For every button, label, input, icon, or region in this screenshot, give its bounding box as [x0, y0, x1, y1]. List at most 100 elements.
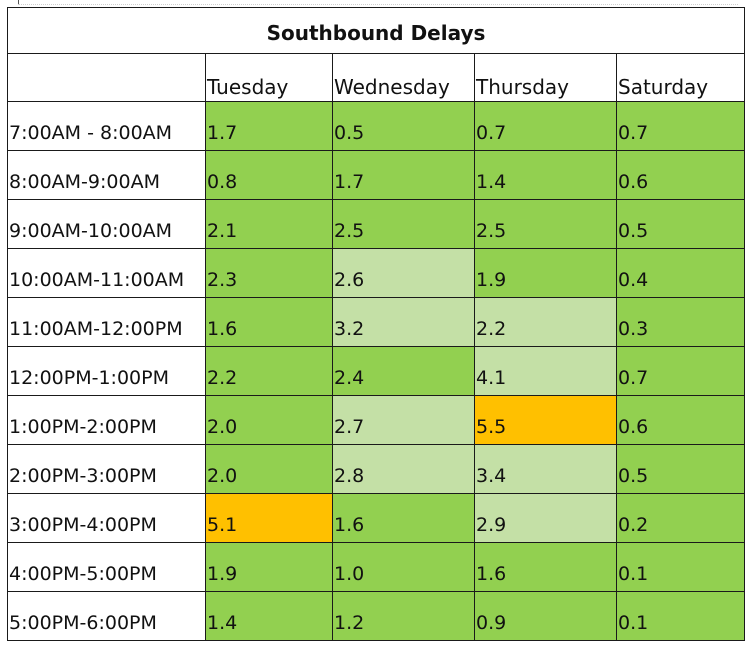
- column-header-tuesday: Tuesday: [205, 53, 333, 102]
- delay-cell: 0.1: [616, 591, 745, 641]
- delay-value: 0.9: [476, 612, 507, 634]
- delay-value: 0.1: [618, 563, 649, 585]
- delay-value: 1.4: [207, 612, 238, 634]
- delay-value: 2.5: [476, 220, 507, 242]
- delay-cell: 0.7: [474, 101, 617, 151]
- delay-value: 1.9: [476, 269, 507, 291]
- delay-cell: 2.0: [205, 395, 333, 445]
- delay-value: 2.7: [334, 416, 365, 438]
- delay-cell: 1.2: [332, 591, 475, 641]
- delay-cell: 4.1: [474, 346, 617, 396]
- time-slot-label: 12:00PM-1:00PM: [9, 367, 169, 389]
- delay-cell: 0.9: [474, 591, 617, 641]
- delay-value: 1.6: [476, 563, 507, 585]
- delay-value: 0.7: [476, 122, 507, 144]
- delay-cell: 0.8: [205, 150, 333, 200]
- delay-cell: 2.0: [205, 444, 333, 494]
- time-slot-label: 2:00PM-3:00PM: [9, 465, 157, 487]
- delay-value: 0.7: [618, 367, 649, 389]
- delay-cell: 2.8: [332, 444, 475, 494]
- time-slot-cell: 3:00PM-4:00PM: [7, 493, 206, 543]
- column-header-wednesday: Wednesday: [332, 53, 475, 102]
- delay-value: 0.5: [618, 465, 649, 487]
- delay-value: 3.4: [476, 465, 507, 487]
- delay-cell: 1.9: [474, 248, 617, 298]
- delay-cell: 2.2: [205, 346, 333, 396]
- column-header-saturday: Saturday: [616, 53, 745, 102]
- delay-value: 2.0: [207, 416, 238, 438]
- delay-cell: 2.4: [332, 346, 475, 396]
- southbound-delays-table: Southbound Delays Tuesday Wednesday Thur…: [7, 7, 745, 641]
- delay-cell: 2.1: [205, 199, 333, 249]
- time-slot-label: 8:00AM-9:00AM: [9, 171, 160, 193]
- time-slot-label: 7:00AM - 8:00AM: [9, 122, 173, 144]
- delay-value: 1.4: [476, 171, 507, 193]
- table-row: 7:00AM - 8:00AM 1.7 0.5 0.7 0.7: [7, 101, 745, 151]
- page-corner-mark: [18, 0, 19, 4]
- delay-value: 3.2: [334, 318, 365, 340]
- table-row: 5:00PM-6:00PM 1.4 1.2 0.9 0.1: [7, 591, 745, 641]
- delay-cell: 1.4: [474, 150, 617, 200]
- delay-cell: 1.6: [474, 542, 617, 592]
- column-header-label: Tuesday: [207, 75, 289, 99]
- delay-value: 1.9: [207, 563, 238, 585]
- delay-cell: 1.4: [205, 591, 333, 641]
- delay-value: 5.1: [207, 514, 238, 536]
- column-header-label: Saturday: [618, 75, 709, 99]
- delay-cell: 1.9: [205, 542, 333, 592]
- delay-cell: 0.5: [616, 444, 745, 494]
- table-row: 2:00PM-3:00PM 2.0 2.8 3.4 0.5: [7, 444, 745, 494]
- table-row: 12:00PM-1:00PM 2.2 2.4 4.1 0.7: [7, 346, 745, 396]
- delay-cell: 0.2: [616, 493, 745, 543]
- delay-cell: 0.4: [616, 248, 745, 298]
- delay-value: 2.3: [207, 269, 238, 291]
- column-header-thursday: Thursday: [474, 53, 617, 102]
- delay-value: 2.5: [334, 220, 365, 242]
- table-row: 1:00PM-2:00PM 2.0 2.7 5.5 0.6: [7, 395, 745, 445]
- delay-value: 0.1: [618, 612, 649, 634]
- delay-cell: 2.6: [332, 248, 475, 298]
- delay-value: 0.6: [618, 416, 649, 438]
- delay-cell: 3.4: [474, 444, 617, 494]
- time-slot-cell: 11:00AM-12:00PM: [7, 297, 206, 347]
- delay-cell: 2.5: [474, 199, 617, 249]
- delay-value: 0.3: [618, 318, 649, 340]
- delay-value: 1.2: [334, 612, 365, 634]
- delay-cell: 0.6: [616, 150, 745, 200]
- delay-value: 1.6: [334, 514, 365, 536]
- delay-value: 0.5: [618, 220, 649, 242]
- delay-cell: 0.7: [616, 346, 745, 396]
- time-slot-label: 4:00PM-5:00PM: [9, 563, 157, 585]
- time-slot-cell: 12:00PM-1:00PM: [7, 346, 206, 396]
- delay-cell: 0.5: [332, 101, 475, 151]
- time-slot-cell: 5:00PM-6:00PM: [7, 591, 206, 641]
- delay-cell: 0.6: [616, 395, 745, 445]
- page-margin-guide: [18, 4, 738, 5]
- time-slot-cell: 8:00AM-9:00AM: [7, 150, 206, 200]
- delay-value: 0.2: [618, 514, 649, 536]
- delay-value: 2.9: [476, 514, 507, 536]
- delay-cell: 1.6: [205, 297, 333, 347]
- time-slot-label: 10:00AM-11:00AM: [9, 269, 185, 291]
- time-slot-cell: 1:00PM-2:00PM: [7, 395, 206, 445]
- delay-cell: 1.7: [205, 101, 333, 151]
- table-row: 10:00AM-11:00AM 2.3 2.6 1.9 0.4: [7, 248, 745, 298]
- table-row: 9:00AM-10:00AM 2.1 2.5 2.5 0.5: [7, 199, 745, 249]
- delay-value: 2.2: [207, 367, 238, 389]
- delay-value: 1.0: [334, 563, 365, 585]
- delay-cell: 1.0: [332, 542, 475, 592]
- delay-cell: 0.1: [616, 542, 745, 592]
- time-slot-cell: 9:00AM-10:00AM: [7, 199, 206, 249]
- table-row: 4:00PM-5:00PM 1.9 1.0 1.6 0.1: [7, 542, 745, 592]
- time-slot-label: 3:00PM-4:00PM: [9, 514, 157, 536]
- table-row: 3:00PM-4:00PM 5.1 1.6 2.9 0.2: [7, 493, 745, 543]
- corner-header-label: [9, 97, 205, 101]
- delay-value: 1.7: [207, 122, 238, 144]
- delay-cell: 5.1: [205, 493, 333, 543]
- table-title-cell: Southbound Delays: [7, 7, 745, 54]
- delay-cell: 3.2: [332, 297, 475, 347]
- delay-cell: 2.3: [205, 248, 333, 298]
- delay-value: 0.7: [618, 122, 649, 144]
- delay-value: 2.8: [334, 465, 365, 487]
